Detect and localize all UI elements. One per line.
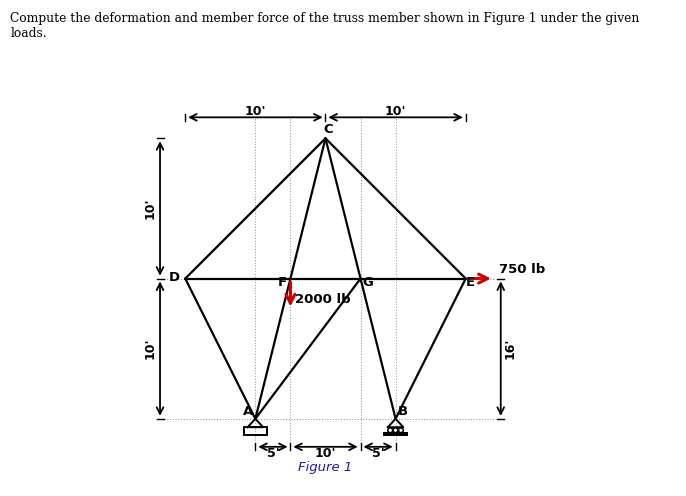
Text: 5': 5' [267, 446, 279, 460]
Text: B: B [397, 405, 407, 418]
Text: 10': 10' [385, 105, 406, 118]
Text: 10': 10' [143, 338, 156, 360]
Text: C: C [324, 124, 333, 136]
Text: Figure 1: Figure 1 [298, 461, 353, 474]
Text: D: D [169, 271, 180, 284]
Text: 10': 10' [315, 446, 336, 460]
Text: 10': 10' [143, 198, 156, 219]
Text: Compute the deformation and member force of the truss member shown in Figure 1 u: Compute the deformation and member force… [10, 12, 639, 40]
Text: G: G [363, 276, 374, 289]
Text: F: F [277, 276, 287, 289]
Text: A: A [244, 405, 254, 418]
Text: 16': 16' [504, 338, 517, 360]
Text: 10': 10' [245, 105, 266, 118]
Text: E: E [466, 276, 475, 289]
Text: 2000 lb: 2000 lb [296, 293, 351, 306]
Text: 5': 5' [372, 446, 384, 460]
Text: 750 lb: 750 lb [499, 263, 545, 276]
